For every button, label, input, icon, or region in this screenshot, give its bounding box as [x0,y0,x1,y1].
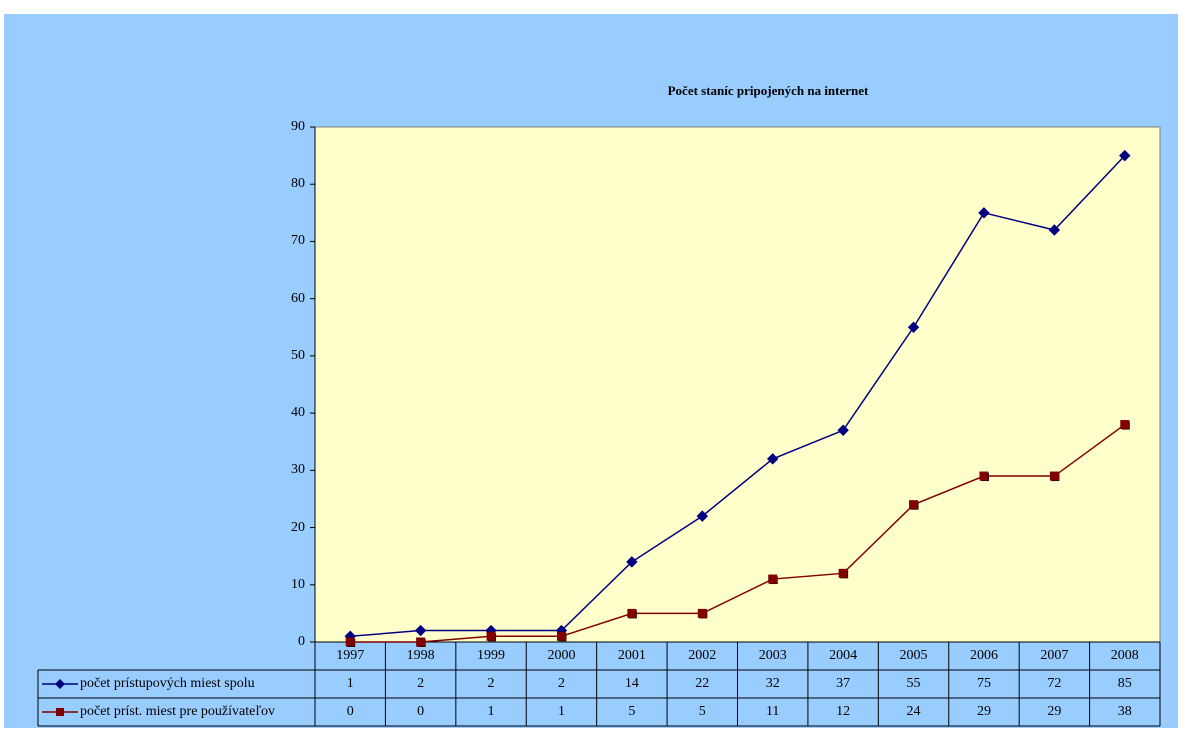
data-point [1120,420,1130,430]
xtick-label: 2000 [547,648,576,663]
data-point [1048,224,1061,236]
xtick-label: 1999 [477,648,506,663]
ytick-label: 80 [291,176,305,192]
table-cell: 2 [487,676,495,691]
table-cell: 1 [487,704,495,719]
xtick-label: 2006 [969,648,998,663]
xtick-label: 1997 [336,648,365,663]
table-cell: 1 [557,704,565,719]
data-point [626,556,638,568]
data-point [696,510,708,522]
table-cell: 11 [765,704,780,719]
data-point [1119,149,1131,162]
chart-area: Počet staníc pripojených na internet 0 10… [4,14,1178,728]
data-point [556,631,566,641]
xtick-label: 2005 [899,648,928,663]
data-point [907,321,920,333]
table-cell: 24 [906,704,921,719]
ytick-label: 30 [291,462,305,478]
xtick-label: 2003 [758,648,787,663]
table-cell: 55 [906,676,921,691]
table-cell: 14 [624,676,639,691]
table-cell: 0 [346,704,354,719]
table-cell: 1 [346,676,354,691]
data-point [768,574,778,584]
series-line [350,423,1126,643]
ytick-label: 10 [291,576,305,592]
chart-svg [37,126,1161,727]
table-cell: 75 [976,676,991,691]
data-point [697,608,707,618]
table-cell: 29 [976,704,991,719]
data-point [838,568,848,578]
table-cell: 0 [417,704,425,719]
table-cell: 38 [1117,704,1132,719]
data-point [1049,471,1059,481]
table-cell: 22 [695,676,710,691]
data-point [627,608,637,618]
plot-area [314,126,1161,643]
table-cell: 72 [1047,676,1062,691]
ytick-label: 90 [291,119,305,134]
ytick-label: 0 [298,634,305,649]
ytick-label: 70 [291,233,305,249]
table-cell: 5 [628,704,636,719]
table-cell: 2 [417,676,425,691]
data-point [345,637,355,647]
xtick-label: 2002 [688,648,717,663]
table-cell: 37 [836,676,851,691]
data-point [979,471,989,481]
legend-key-marker [56,708,64,716]
legend-label: počet prístupových miest spolu [80,676,255,691]
table-cell: 5 [698,704,706,719]
table-cell: 12 [836,704,851,719]
data-point [414,624,427,637]
table-cell: 85 [1117,676,1132,691]
xtick-label: 2007 [1040,648,1069,663]
ytick-label: 40 [291,405,305,421]
series-line [350,155,1126,638]
data-point [416,637,426,647]
chart-title: Počet staníc pripojených na internet [667,83,869,98]
table-cell: 29 [1047,704,1062,719]
data-point [767,453,779,465]
data-point [978,207,990,219]
xtick-label: 2008 [1110,648,1139,663]
data-point [909,500,919,510]
xtick-label: 2004 [829,648,858,663]
xtick-label: 1998 [406,648,435,663]
legend-key-marker [55,679,65,689]
table-cell: 2 [557,676,565,691]
xtick-label: 2001 [617,648,646,663]
data-point [486,631,496,641]
legend-label: počet príst. miest pre používateľov [80,704,276,719]
table-cell: 32 [765,676,780,691]
data-point [837,424,849,436]
ytick-label: 60 [291,290,305,306]
ytick-label: 20 [291,519,305,535]
ytick-label: 50 [291,347,305,363]
